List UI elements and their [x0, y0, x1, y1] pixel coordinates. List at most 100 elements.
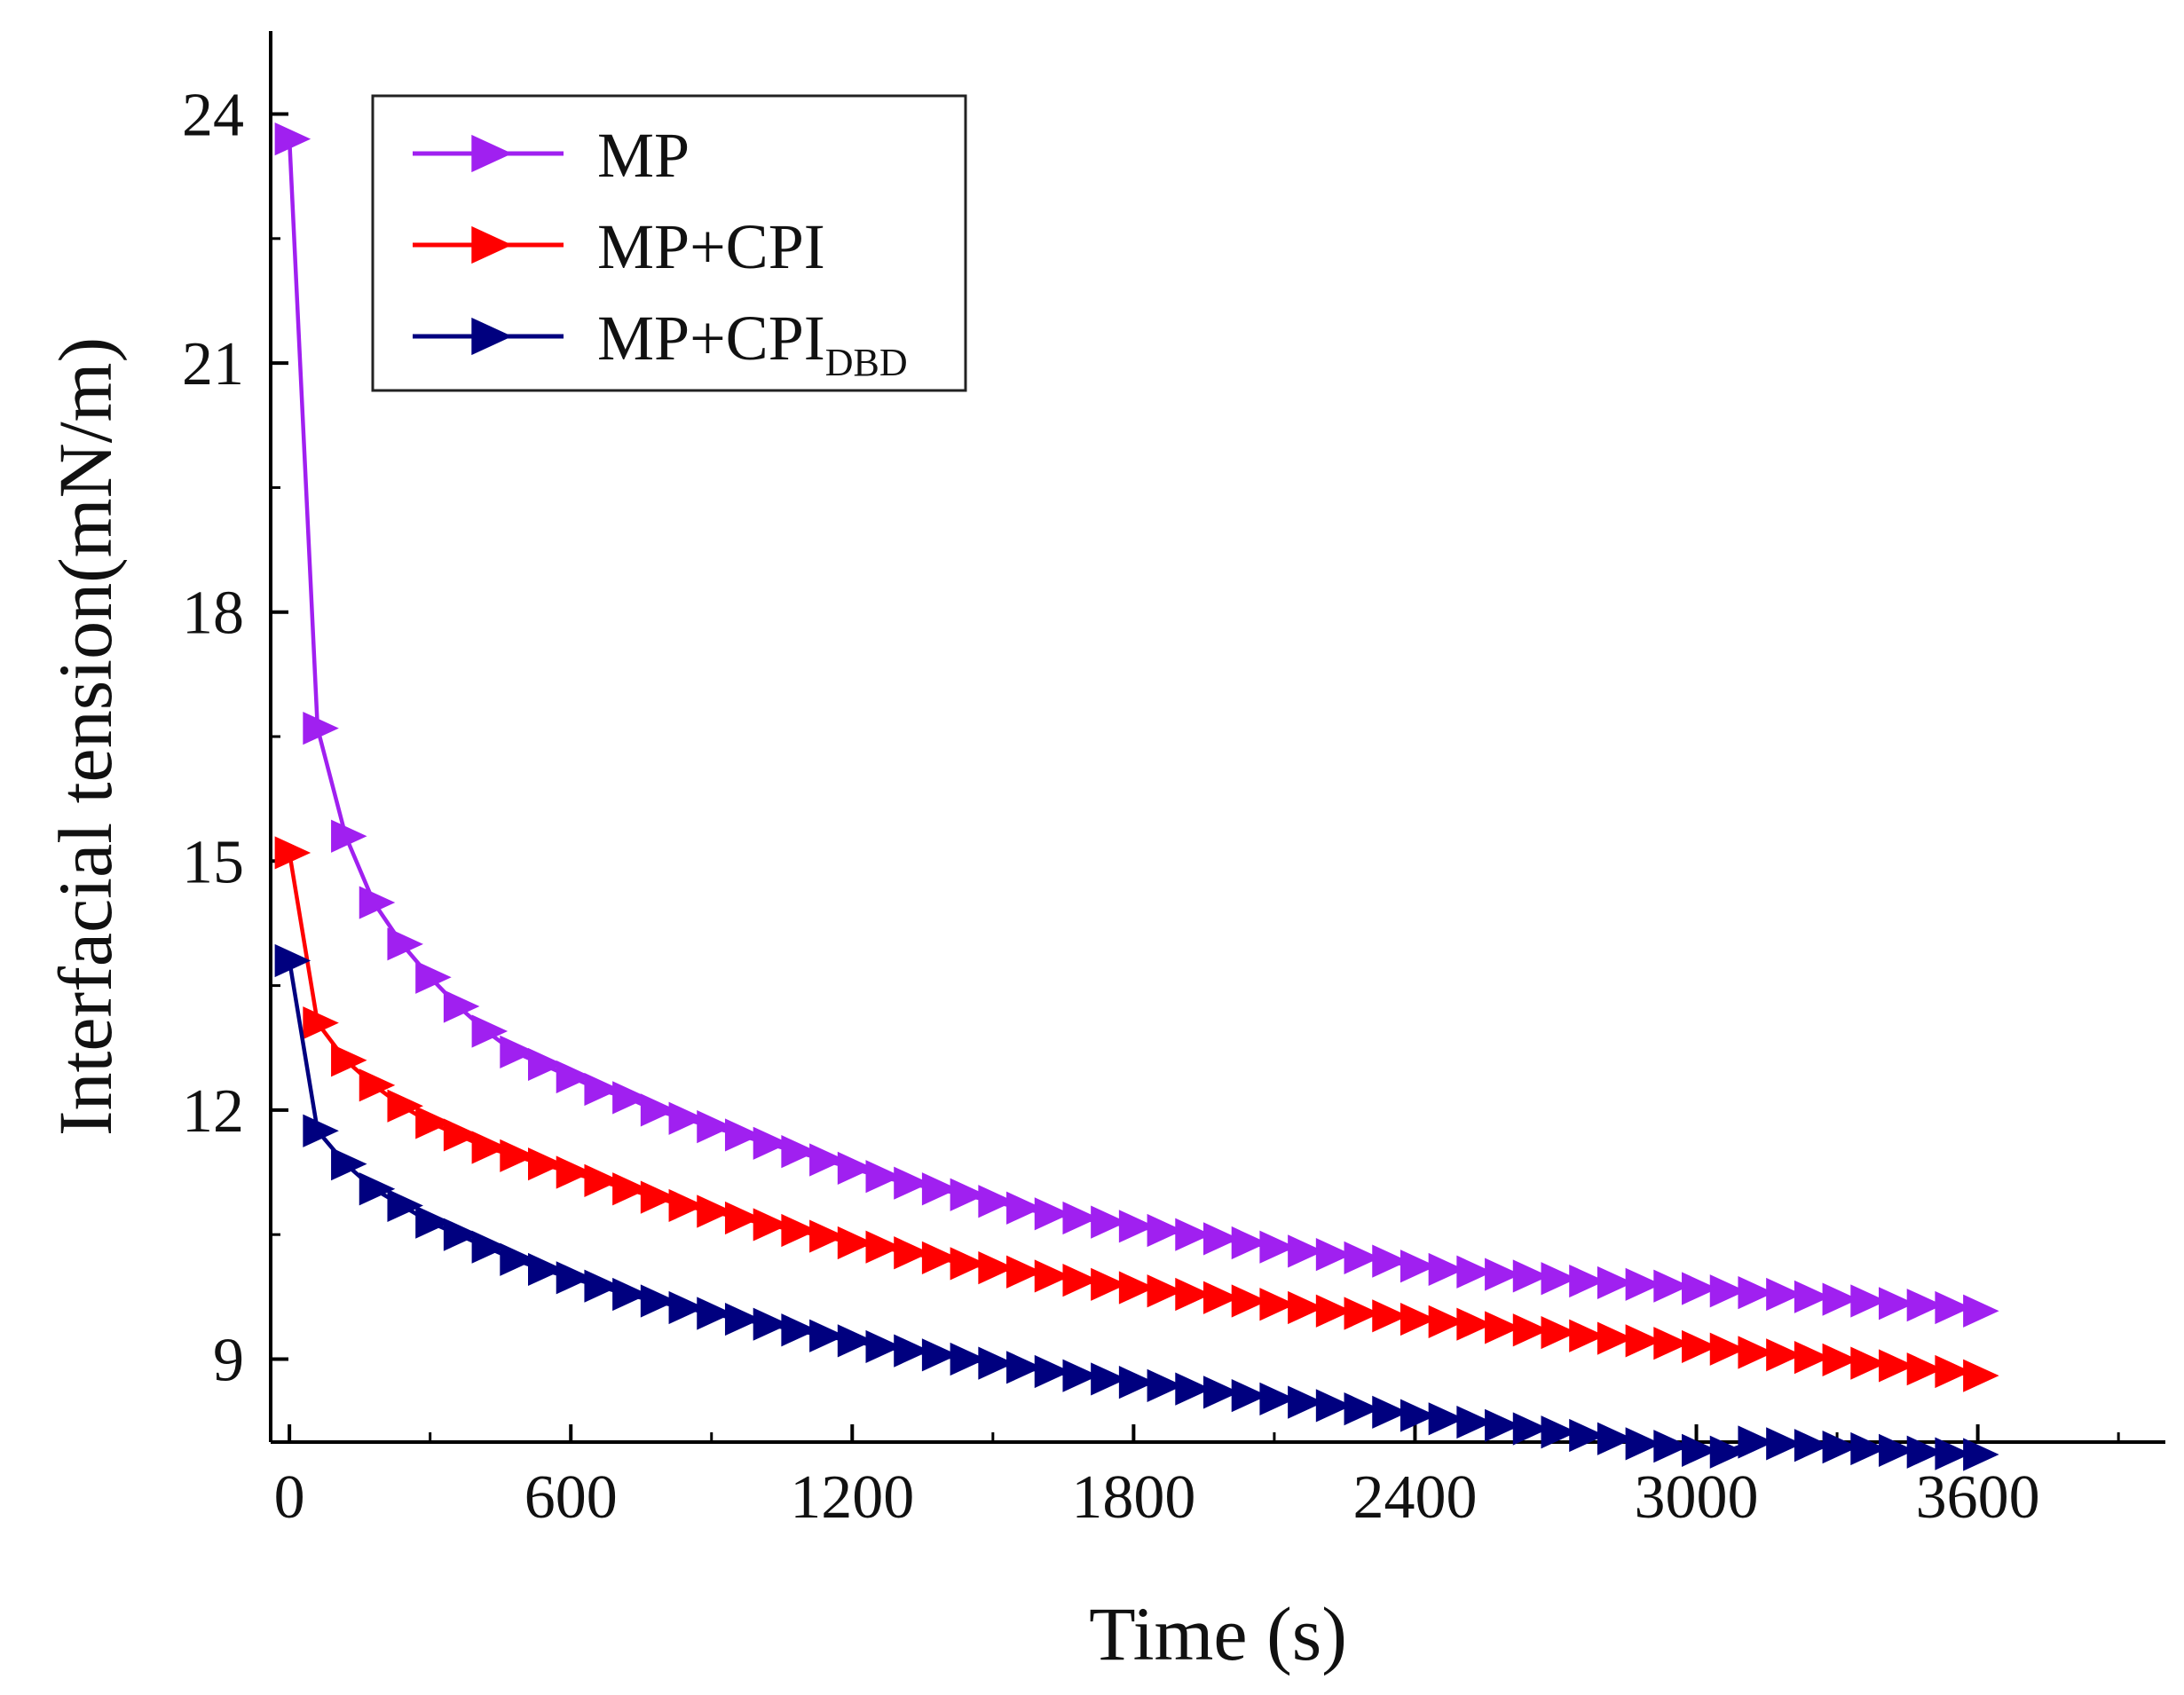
- data-point-marker: [500, 1035, 536, 1069]
- data-point-marker: [1231, 1379, 1268, 1413]
- data-point-marker: [1653, 1327, 1690, 1360]
- data-point-marker: [1006, 1191, 1043, 1225]
- data-point-marker: [1175, 1372, 1211, 1406]
- data-point-marker: [781, 1313, 817, 1347]
- data-point-marker: [1344, 1241, 1381, 1274]
- data-point-marker: [331, 1147, 367, 1181]
- data-point-marker: [724, 1118, 761, 1152]
- data-point-marker: [1822, 1343, 1859, 1377]
- series-mp-cpi: [274, 836, 1999, 1392]
- data-point-marker: [1428, 1305, 1465, 1338]
- data-point-marker: [1625, 1324, 1662, 1358]
- legend-label: MP+CPIDBD: [597, 303, 908, 384]
- data-point-marker: [865, 1160, 903, 1194]
- data-point-marker: [1794, 1429, 1831, 1462]
- data-point-marker: [1906, 1352, 1944, 1386]
- data-point-marker: [697, 1109, 733, 1144]
- data-point-marker: [1850, 1284, 1887, 1318]
- data-point-marker: [1203, 1222, 1240, 1256]
- data-point-marker: [809, 1143, 846, 1177]
- data-point-marker: [1906, 1289, 1944, 1322]
- data-point-marker: [612, 1172, 649, 1206]
- data-point-marker: [668, 1188, 706, 1223]
- data-point-marker: [1625, 1427, 1662, 1461]
- y-tick-label: 15: [182, 828, 244, 896]
- data-point-marker: [500, 1242, 536, 1276]
- data-point-marker: [1315, 1294, 1352, 1328]
- x-tick-label: 0: [274, 1463, 305, 1532]
- series-mp: [274, 122, 1999, 1328]
- data-point-marker: [697, 1297, 733, 1330]
- data-point-marker: [1738, 1276, 1774, 1310]
- data-point-marker: [331, 819, 367, 853]
- data-point-marker: [303, 712, 339, 745]
- data-point-marker: [950, 1342, 987, 1376]
- data-point-marker: [1485, 1257, 1521, 1291]
- data-point-marker: [1541, 1262, 1577, 1296]
- data-point-marker: [359, 1172, 396, 1206]
- data-point-marker: [274, 122, 311, 156]
- data-point-marker: [528, 1047, 564, 1082]
- data-point-marker: [1118, 1271, 1155, 1305]
- data-point-marker: [724, 1302, 761, 1336]
- data-point-marker: [1485, 1311, 1521, 1344]
- data-point-marker: [1372, 1299, 1408, 1333]
- data-point-marker: [1766, 1427, 1802, 1461]
- data-point-marker: [1456, 1405, 1493, 1439]
- data-point-marker: [1399, 1250, 1437, 1283]
- data-point-marker: [415, 1205, 452, 1239]
- data-point-marker: [1850, 1431, 1887, 1466]
- legend-item: MP+CPI: [413, 211, 825, 282]
- data-point-marker: [471, 1014, 509, 1048]
- data-point-marker: [1541, 1315, 1577, 1350]
- legend-marker-swatch: [471, 317, 513, 356]
- data-point-marker: [1963, 1294, 1999, 1328]
- data-point-marker: [1034, 1197, 1071, 1231]
- data-point-marker: [1738, 1425, 1774, 1459]
- data-point-marker: [1935, 1437, 1971, 1470]
- data-point-marker: [1738, 1336, 1774, 1369]
- data-point-marker: [1428, 1252, 1465, 1287]
- data-point-marker: [387, 1089, 423, 1123]
- data-point-marker: [1822, 1282, 1859, 1316]
- data-point-marker: [415, 1106, 452, 1139]
- data-point-marker: [837, 1226, 874, 1260]
- data-point-marker: [1569, 1418, 1605, 1453]
- data-point-marker: [1147, 1274, 1184, 1308]
- data-point-marker: [500, 1139, 536, 1172]
- data-point-marker: [584, 1163, 620, 1197]
- data-point-marker: [1034, 1354, 1071, 1389]
- data-point-marker: [415, 960, 452, 994]
- data-point-marker: [1485, 1408, 1521, 1442]
- data-point-marker: [612, 1277, 649, 1312]
- data-point-marker: [359, 886, 396, 919]
- data-point-marker: [1062, 1359, 1099, 1392]
- data-point-marker: [1062, 1264, 1099, 1297]
- data-point-marker: [1850, 1346, 1887, 1380]
- legend-item: MP: [413, 120, 690, 191]
- data-point-marker: [1682, 1272, 1718, 1305]
- x-axis-title: Time (s): [1089, 1591, 1347, 1676]
- data-point-marker: [1709, 1274, 1746, 1308]
- data-point-marker: [837, 1151, 874, 1185]
- data-point-marker: [1175, 1218, 1211, 1251]
- data-point-marker: [1091, 1267, 1127, 1301]
- data-point-marker: [921, 1241, 958, 1274]
- data-point-marker: [1399, 1302, 1437, 1336]
- data-point-marker: [274, 836, 311, 870]
- series-layer: [274, 122, 1999, 1471]
- legend-marker-swatch: [471, 225, 513, 264]
- data-point-marker: [1091, 1362, 1127, 1396]
- data-point-marker: [359, 1068, 396, 1102]
- data-point-marker: [1512, 1412, 1549, 1446]
- data-point-marker: [640, 1093, 677, 1127]
- legend-label: MP: [597, 120, 690, 191]
- y-axis-title: Interfacial tension(mN/m): [43, 337, 128, 1136]
- data-point-marker: [1259, 1230, 1296, 1264]
- data-point-marker: [584, 1269, 620, 1303]
- data-point-marker: [865, 1230, 903, 1264]
- data-point-marker: [331, 1044, 367, 1077]
- data-point-marker: [1147, 1368, 1184, 1402]
- data-point-marker: [1625, 1267, 1662, 1301]
